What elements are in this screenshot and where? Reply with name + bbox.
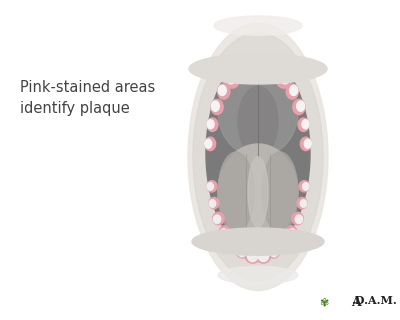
Ellipse shape (280, 72, 290, 84)
Ellipse shape (206, 54, 310, 253)
Ellipse shape (218, 144, 298, 240)
Ellipse shape (207, 118, 218, 132)
Ellipse shape (292, 212, 303, 225)
Ellipse shape (302, 183, 309, 190)
Ellipse shape (298, 118, 309, 132)
Ellipse shape (209, 200, 216, 207)
Ellipse shape (234, 62, 250, 80)
Ellipse shape (248, 157, 268, 227)
Ellipse shape (270, 246, 278, 257)
Ellipse shape (226, 72, 236, 84)
Ellipse shape (244, 245, 261, 263)
Ellipse shape (213, 212, 224, 225)
Ellipse shape (297, 197, 307, 209)
Ellipse shape (218, 67, 298, 157)
Ellipse shape (288, 229, 296, 237)
Ellipse shape (300, 137, 311, 151)
Ellipse shape (304, 139, 311, 148)
Ellipse shape (254, 55, 273, 77)
Ellipse shape (255, 245, 272, 263)
Ellipse shape (218, 266, 298, 284)
Ellipse shape (192, 228, 324, 255)
Ellipse shape (286, 84, 298, 99)
Text: A: A (351, 296, 361, 309)
Ellipse shape (262, 152, 298, 232)
Ellipse shape (243, 55, 262, 77)
Ellipse shape (218, 84, 230, 99)
Ellipse shape (225, 70, 240, 88)
Ellipse shape (266, 62, 282, 80)
Text: Pink-stained areas
identify plaque: Pink-stained areas identify plaque (20, 80, 155, 116)
Ellipse shape (300, 200, 307, 207)
Ellipse shape (258, 57, 270, 72)
Ellipse shape (276, 235, 290, 251)
Ellipse shape (238, 246, 246, 257)
Ellipse shape (299, 181, 309, 192)
Ellipse shape (247, 249, 258, 261)
Ellipse shape (207, 120, 214, 129)
Ellipse shape (213, 215, 221, 223)
Ellipse shape (280, 239, 288, 249)
Ellipse shape (270, 63, 280, 75)
Text: ✾: ✾ (319, 297, 329, 308)
Ellipse shape (276, 70, 291, 88)
Ellipse shape (295, 215, 303, 223)
Ellipse shape (226, 235, 240, 251)
Ellipse shape (209, 197, 219, 209)
Ellipse shape (207, 183, 214, 190)
Ellipse shape (297, 101, 305, 111)
Ellipse shape (236, 243, 249, 258)
Ellipse shape (205, 137, 216, 151)
Ellipse shape (293, 99, 305, 115)
Ellipse shape (285, 226, 297, 238)
Ellipse shape (238, 86, 278, 157)
Ellipse shape (246, 57, 258, 72)
Ellipse shape (214, 16, 302, 35)
Ellipse shape (302, 120, 309, 129)
Ellipse shape (267, 243, 280, 258)
Ellipse shape (218, 152, 254, 232)
Text: .D.A.M.: .D.A.M. (351, 295, 397, 306)
Ellipse shape (228, 239, 236, 249)
Ellipse shape (290, 85, 298, 96)
Ellipse shape (205, 139, 212, 148)
Ellipse shape (218, 85, 226, 96)
Ellipse shape (188, 23, 328, 291)
Ellipse shape (193, 33, 323, 281)
Ellipse shape (258, 249, 269, 261)
Ellipse shape (211, 101, 219, 111)
Ellipse shape (220, 229, 228, 237)
Ellipse shape (236, 63, 246, 75)
Ellipse shape (219, 226, 231, 238)
Ellipse shape (189, 53, 327, 84)
Ellipse shape (207, 181, 217, 192)
Ellipse shape (211, 99, 223, 115)
